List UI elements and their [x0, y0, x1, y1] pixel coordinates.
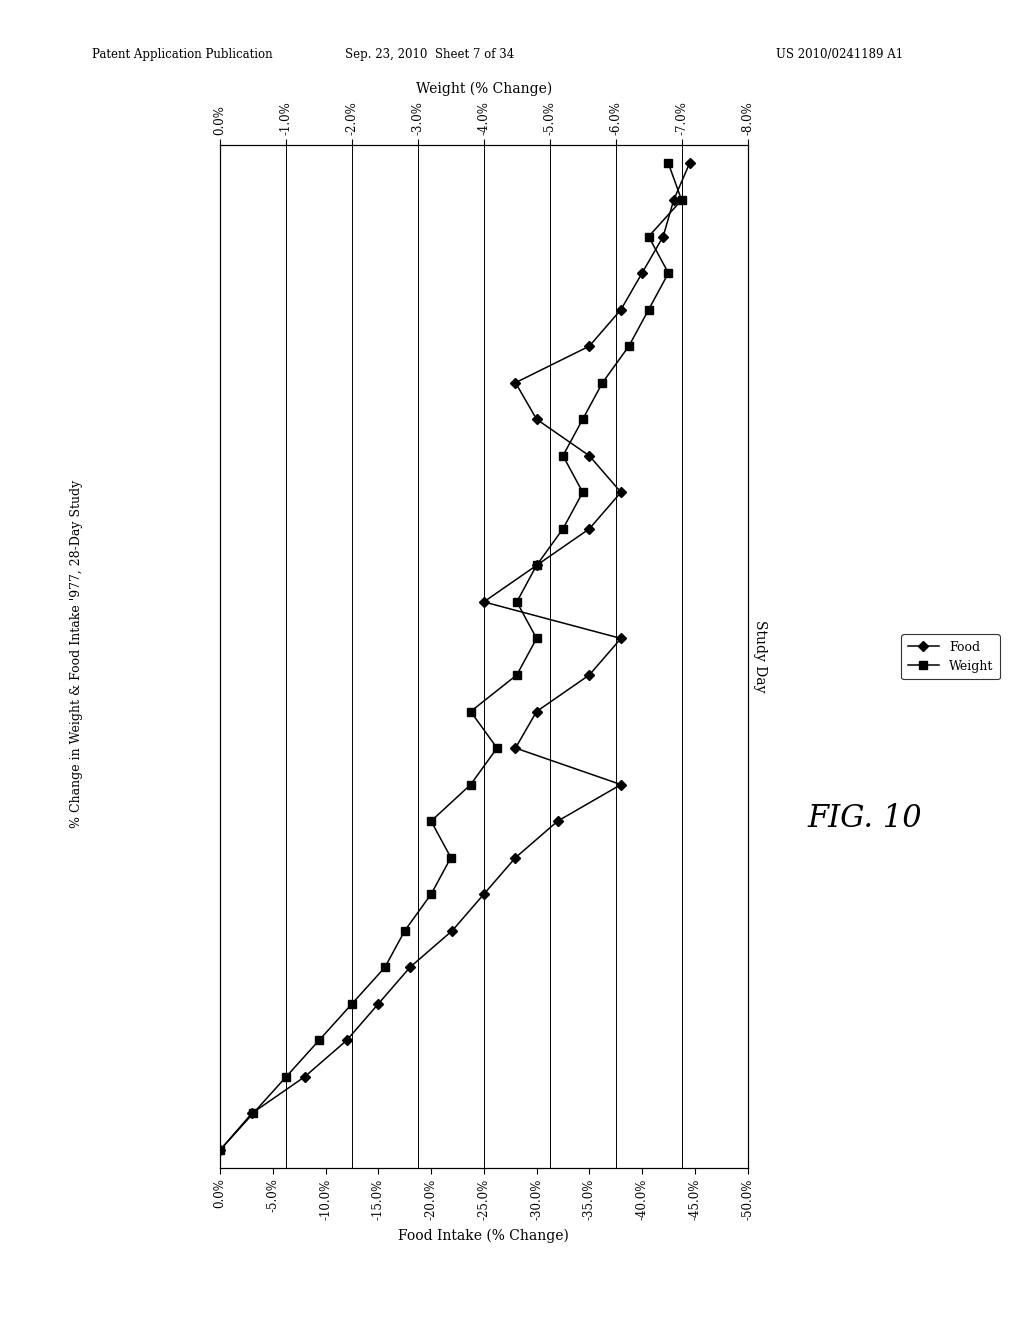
X-axis label: Food Intake (% Change): Food Intake (% Change): [398, 1229, 569, 1242]
Legend: Food, Weight: Food, Weight: [901, 635, 999, 678]
Y-axis label: Study Day: Study Day: [753, 620, 767, 693]
Text: Sep. 23, 2010  Sheet 7 of 34: Sep. 23, 2010 Sheet 7 of 34: [345, 48, 515, 61]
Text: % Change in Weight & Food Intake '977, 28-Day Study: % Change in Weight & Food Intake '977, 2…: [71, 479, 83, 828]
Text: FIG. 10: FIG. 10: [808, 803, 923, 834]
Text: US 2010/0241189 A1: US 2010/0241189 A1: [776, 48, 903, 61]
X-axis label: Weight (% Change): Weight (% Change): [416, 82, 552, 95]
Text: Patent Application Publication: Patent Application Publication: [92, 48, 272, 61]
